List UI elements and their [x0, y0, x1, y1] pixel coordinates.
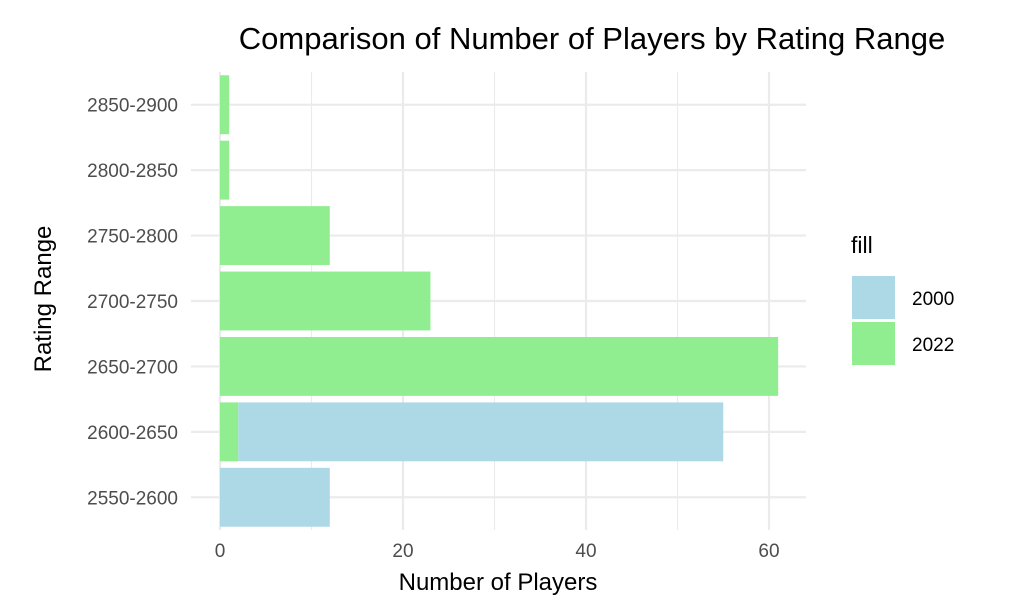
legend-title: fill	[851, 232, 873, 258]
bars	[220, 75, 779, 527]
y-tick-label: 2800-2850	[87, 161, 178, 182]
y-tick-label: 2700-2750	[87, 292, 178, 313]
legend-key-2022	[852, 322, 895, 365]
chart-title: Comparison of Number of Players by Ratin…	[239, 21, 945, 56]
legend-label-2000: 2000	[912, 289, 954, 310]
legend: fill 2000 2022	[851, 232, 954, 365]
x-axis-title: Number of Players	[399, 569, 598, 596]
y-tick-label: 2650-2700	[87, 357, 178, 378]
y-tick-label: 2850-2900	[87, 96, 178, 117]
legend-label-2022: 2022	[912, 335, 954, 356]
y-tick-label: 2750-2800	[87, 227, 178, 248]
bar-2000-2550-2600	[220, 467, 330, 527]
y-tick-labels: 2550-2600 2600-2650 2650-2700 2700-2750 2750…	[87, 96, 178, 510]
bar-2022-2850-2900	[220, 75, 230, 135]
x-tick-label: 40	[575, 541, 596, 562]
bar-2022-2700-2750	[220, 271, 431, 331]
bar-2000-2600-2650	[238, 402, 724, 462]
x-tick-label: 60	[758, 541, 779, 562]
bar-2022-2650-2700	[220, 336, 779, 396]
x-tick-label: 0	[215, 541, 226, 562]
y-tick-label: 2550-2600	[87, 488, 178, 509]
legend-key-2000	[852, 276, 895, 319]
bar-2022-2750-2800	[220, 206, 330, 266]
y-axis-title: Rating Range	[30, 226, 57, 373]
bar-2022-2600-2650	[220, 402, 239, 462]
bar-2022-2800-2850	[220, 140, 230, 200]
y-tick-label: 2600-2650	[87, 423, 178, 444]
x-tick-labels: 0 20 40 60	[215, 541, 780, 562]
x-tick-label: 20	[392, 541, 413, 562]
